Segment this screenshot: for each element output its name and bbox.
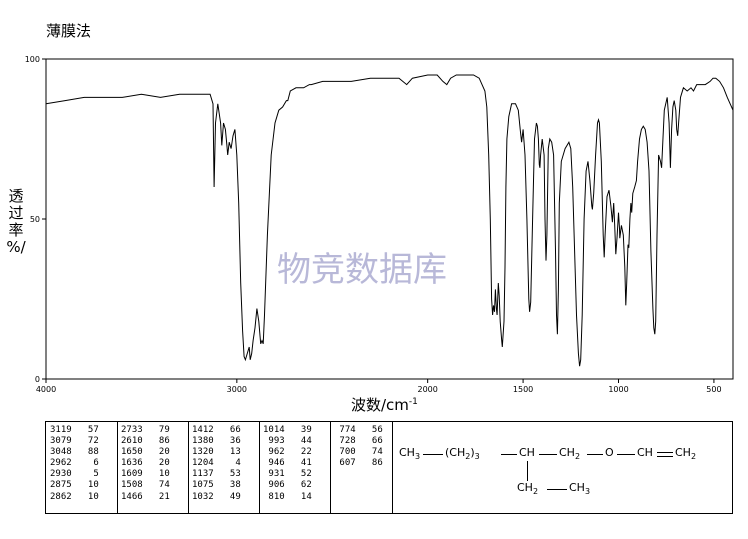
peak-row: 1014 39 — [263, 425, 312, 435]
ylabel-char-3: 率 — [8, 221, 24, 239]
peak-row: 3119 57 — [50, 425, 99, 435]
peak-row: 1032 49 — [192, 491, 241, 502]
ir-spectrum-plot: 物竞数据库 4000 3000 2000 1500 1000 500 0 50 100 — [25, 55, 734, 394]
peak-row: 1412 66 — [192, 425, 241, 435]
peak-column: 2733 79 2610 86 1650 20 1636 20 1609 10 1508 … — [121, 425, 170, 503]
x-tick-label: 500 — [706, 385, 721, 394]
watermark: 物竞数据库 — [277, 250, 447, 290]
x-tick-label: 4000 — [36, 385, 56, 394]
x-tick-label: 1500 — [513, 385, 533, 394]
peak-row: 1609 10 — [121, 469, 170, 480]
struct-ch2-vinyl: CH2 — [675, 446, 697, 462]
peak-row: 1075 38 — [192, 480, 241, 491]
peak-row: 2610 86 — [121, 436, 170, 447]
peak-row: 931 52 — [263, 469, 312, 480]
xlabel-exponent: -1 — [408, 397, 418, 407]
peak-row: 1380 36 — [192, 436, 241, 447]
peak-row: 2733 79 — [121, 425, 170, 435]
ylabel-char-1: 透 — [8, 187, 24, 205]
peak-row: 2962 6 — [50, 458, 99, 469]
struct-o: O — [605, 446, 614, 459]
struct-ch3: CH3 — [399, 446, 421, 462]
peak-row: 962 22 — [263, 447, 312, 458]
peak-row: 607 86 — [334, 458, 383, 469]
struct-ch2-chain: (CH2)3 — [445, 446, 480, 462]
peak-row: 1466 21 — [121, 491, 170, 502]
peak-column: 774 56 728 66 700 74 607 86 — [334, 425, 383, 469]
peak-row: 2862 10 — [50, 491, 99, 502]
y-tick-label: 50 — [30, 215, 40, 224]
x-axis-label: 波数/cm-1 — [351, 394, 418, 415]
peak-row: 1137 53 — [192, 469, 241, 480]
ylabel-char-2: 过 — [8, 204, 24, 222]
peak-row: 1204 4 — [192, 458, 241, 469]
spectrum-line — [45, 74, 734, 367]
peak-row: 946 41 — [263, 458, 312, 469]
peak-row: 1650 20 — [121, 447, 170, 458]
peak-row: 3079 72 — [50, 436, 99, 447]
peak-column: 3119 57 3079 72 3048 88 2962 6 2930 5 2875 10… — [50, 425, 99, 503]
struct-ch2: CH2 — [559, 446, 581, 462]
peak-row: 1636 20 — [121, 458, 170, 469]
peak-row: 700 74 — [334, 447, 383, 458]
chart-title: 薄膜法 — [46, 22, 92, 40]
peak-row: 2930 5 — [50, 469, 99, 480]
peak-row: 1320 13 — [192, 447, 241, 458]
x-tick-label: 3000 — [227, 385, 247, 394]
ylabel-char-4: %/ — [6, 238, 26, 256]
struct-ch: CH — [519, 446, 535, 459]
struct-ch-vinyl: CH — [637, 446, 653, 459]
xlabel-text: 波数/cm — [351, 396, 409, 414]
peak-row: 728 66 — [334, 436, 383, 447]
peak-row: 1508 74 — [121, 480, 170, 491]
peak-table: CH3 (CH2)3 CH CH2 O CH CH2 CH2 CH3 3119 … — [45, 421, 733, 514]
y-tick-label: 100 — [25, 55, 40, 64]
peak-row: 810 14 — [263, 491, 312, 502]
peak-column: 1014 39 993 44 962 22 946 41 931 52 906 … — [263, 425, 312, 503]
peak-row: 906 62 — [263, 480, 312, 491]
y-axis-label: 透 过 率 %/ — [6, 188, 26, 256]
struct-ch3-branch: CH3 — [569, 481, 591, 497]
x-tick-label: 2000 — [417, 385, 437, 394]
peak-row: 3048 88 — [50, 447, 99, 458]
y-tick-label: 0 — [35, 375, 40, 384]
x-tick-label: 1000 — [608, 385, 628, 394]
peak-column: 1412 66 1380 36 1320 13 1204 4 1137 53 1075 3… — [192, 425, 241, 503]
peak-row: 993 44 — [263, 436, 312, 447]
peak-row: 774 56 — [334, 425, 383, 435]
peak-row: 2875 10 — [50, 480, 99, 491]
struct-ch2-branch: CH2 — [517, 481, 539, 497]
